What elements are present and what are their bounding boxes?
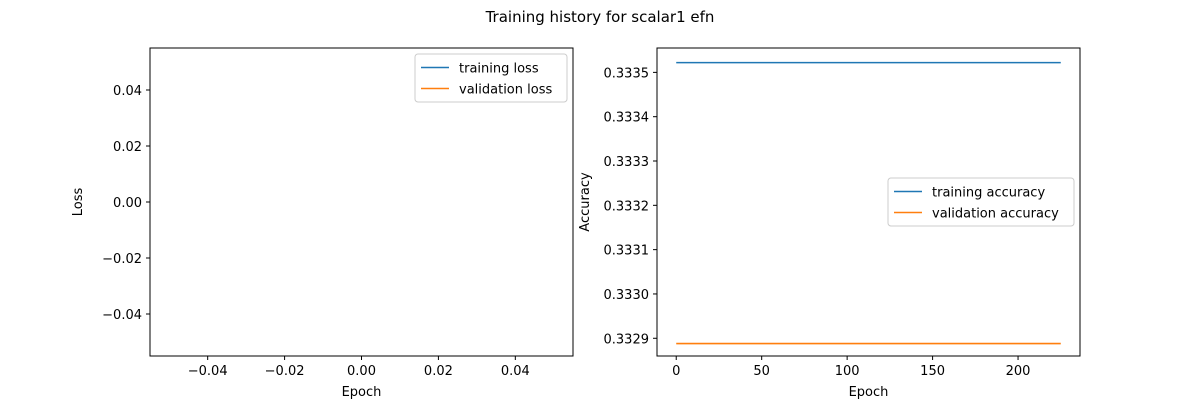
x-tick-label: 50 [753, 364, 770, 379]
y-axis-label: Loss [71, 188, 86, 217]
legend-entry-label: training loss [459, 62, 539, 77]
y-tick-label: 0.3332 [604, 199, 650, 214]
y-tick-label: 0.3330 [604, 288, 650, 303]
x-tick-label: −0.02 [265, 364, 305, 379]
figure-title: Training history for scalar1 efn [485, 8, 715, 26]
accuracy-panel: 0 50 100 150 200 0.3329 0.3330 0.3331 0.3332 0.33… [578, 47, 1081, 400]
y-tick-label: 0.3329 [604, 332, 650, 347]
legend: training accuracy validation accuracy [887, 177, 1075, 227]
y-tick-label: −0.02 [102, 252, 142, 267]
loss-panel: −0.04 −0.02 0.00 0.02 0.04 −0.04 −0.02 0.00 0.02… [71, 47, 574, 400]
x-axis-label: Epoch [342, 385, 382, 400]
x-tick-label: 0.04 [501, 364, 530, 379]
x-tick-label: 100 [835, 364, 860, 379]
y-tick-label: 0.3334 [604, 111, 650, 126]
x-tick-label: 0 [672, 364, 680, 379]
legend: training loss validation loss [414, 53, 568, 103]
y-tick-label: 0.3331 [604, 244, 650, 259]
y-tick-label: 0.00 [113, 196, 142, 211]
axes-frame [656, 47, 1081, 357]
x-tick-label: 200 [1006, 364, 1031, 379]
x-tick-label: 0.00 [347, 364, 376, 379]
legend-box [887, 177, 1075, 227]
legend-entry-label: validation accuracy [932, 207, 1059, 222]
y-tick-label: 0.04 [113, 84, 142, 99]
x-tick-label: 150 [920, 364, 945, 379]
x-axis-label: Epoch [849, 385, 889, 400]
y-tick-label: −0.04 [102, 308, 142, 323]
x-tick-label: −0.04 [188, 364, 228, 379]
y-tick-label: 0.02 [113, 140, 142, 155]
y-tick-label: 0.3333 [604, 155, 650, 170]
legend-box [414, 53, 568, 103]
legend-entry-label: training accuracy [932, 186, 1045, 201]
y-axis-label: Accuracy [578, 172, 593, 232]
axes-frame [149, 47, 574, 357]
y-tick-label: 0.3335 [604, 66, 650, 81]
legend-entry-label: validation loss [459, 83, 552, 98]
x-tick-label: 0.02 [424, 364, 453, 379]
